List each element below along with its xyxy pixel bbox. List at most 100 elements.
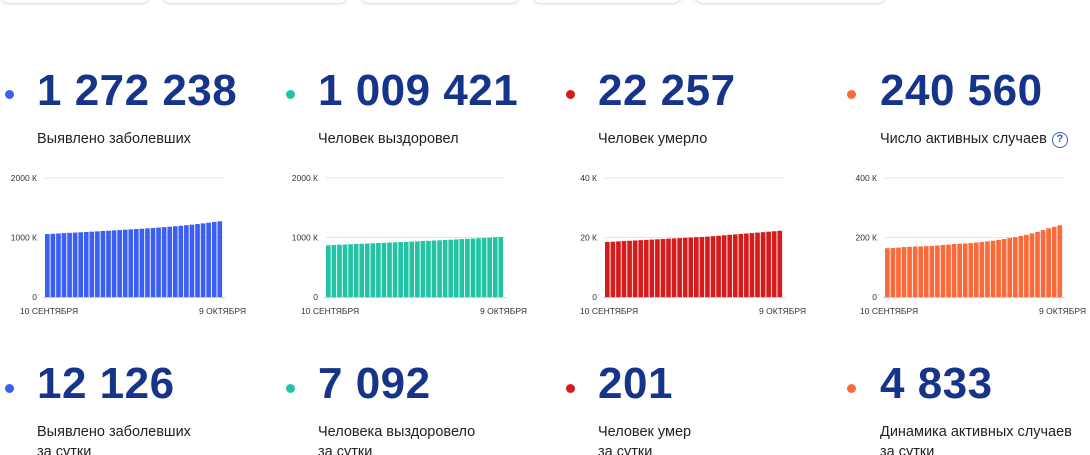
recovered-total-label: Человек выздоровел <box>318 131 459 147</box>
recovered-bar <box>498 236 504 297</box>
active-xtick-label-end: 9 ОКТЯБРЯ <box>1039 306 1086 316</box>
recovered-bar <box>442 240 448 297</box>
recovered-xtick-label-start: 10 СЕНТЯБРЯ <box>301 306 359 316</box>
active-bar <box>912 246 918 297</box>
confirmed-bar <box>206 222 211 297</box>
active-daily-value: 4 833 <box>880 359 993 408</box>
active-bar <box>1046 228 1051 297</box>
active-bar <box>923 246 929 297</box>
top-filter-tabs <box>0 0 1090 6</box>
deaths-bar <box>627 240 632 297</box>
recovered-bar <box>381 242 387 297</box>
recovered-daily-label: Человека выздоровело <box>318 424 476 440</box>
deaths-bar <box>694 237 699 297</box>
active-bar <box>1018 236 1024 297</box>
active-bar <box>1007 238 1013 297</box>
recovered-bar <box>415 241 420 297</box>
active-chart: 0 200 К 400 К 10 СЕНТЯБРЯ 9 ОКТЯБРЯ <box>856 173 1087 316</box>
active-bar <box>901 247 907 297</box>
top-tab-1[interactable] <box>0 0 150 4</box>
recovered-bar <box>420 241 426 297</box>
recovered-total-value: 1 009 421 <box>318 66 519 115</box>
top-tab-4[interactable] <box>532 0 682 4</box>
confirmed-chart: 0 1000 К 2000 К 10 СЕНТЯБРЯ 9 ОКТЯБРЯ <box>11 173 246 316</box>
deaths-bar <box>760 232 766 297</box>
deaths-xtick-label-end: 9 ОКТЯБРЯ <box>759 306 806 316</box>
recovered-bar <box>331 245 337 297</box>
deaths-bar <box>638 240 644 297</box>
active-total-label-row: Число активных случаев? <box>880 129 1068 149</box>
active-total-value: 240 560 <box>880 66 1043 115</box>
deaths-total-value: 22 257 <box>598 66 736 115</box>
deaths-bar <box>649 239 655 297</box>
recovered-bar <box>398 242 403 297</box>
deaths-bar <box>771 231 777 297</box>
deaths-bar <box>671 238 677 297</box>
recovered-bar <box>364 243 370 297</box>
confirmed-total-label: Выявлено заболевших <box>37 131 191 147</box>
confirmed-bar <box>217 221 223 297</box>
active-bar <box>940 244 946 297</box>
confirmed-bar <box>95 231 100 297</box>
active-bar <box>885 248 890 297</box>
active-bar <box>1057 225 1063 297</box>
active-bar <box>946 244 951 297</box>
active-bar <box>1001 238 1007 297</box>
recovered-bar <box>342 244 348 297</box>
deaths-total-label: Человек умерло <box>598 131 708 147</box>
deaths-ytick-label: 0 <box>592 292 597 302</box>
active-bar <box>990 240 996 297</box>
deaths-bar <box>755 232 760 297</box>
confirmed-bar <box>189 224 195 297</box>
confirmed-bar <box>106 230 111 297</box>
active-bar <box>1024 234 1029 297</box>
confirmed-bar <box>211 222 217 297</box>
active-daily-dot-icon <box>847 384 856 393</box>
recovered-bar <box>403 241 409 297</box>
recovered-bar <box>453 239 459 297</box>
confirmed-bar <box>184 225 189 297</box>
confirmed-bar <box>139 228 145 297</box>
confirmed-daily-label: Выявлено заболевших <box>37 424 191 440</box>
confirmed-bar <box>122 229 128 297</box>
top-tab-5[interactable] <box>694 0 886 4</box>
recovered-bar <box>392 242 398 297</box>
recovered-xtick-label-end: 9 ОКТЯБРЯ <box>480 306 527 316</box>
deaths-bar <box>616 241 621 297</box>
deaths-daily-label: Человек умер <box>598 424 692 440</box>
deaths-bar <box>705 236 710 297</box>
deaths-daily-value: 201 <box>598 359 673 408</box>
recovered-bar <box>326 245 331 297</box>
confirmed-bar <box>111 230 117 297</box>
recovered-ytick-label: 0 <box>313 292 318 302</box>
deaths-bar <box>727 234 733 297</box>
question-circle-icon[interactable]: ? <box>1051 132 1068 148</box>
active-bar <box>890 247 896 297</box>
deaths-bar <box>655 239 660 297</box>
confirmed-bar <box>100 231 106 297</box>
recovered-ytick-label: 2000 К <box>292 173 318 183</box>
confirmed-bar <box>89 231 95 297</box>
deaths-bar <box>621 241 627 297</box>
active-bar <box>974 242 979 297</box>
active-bar <box>896 247 901 297</box>
active-ytick-label: 200 К <box>856 233 878 243</box>
top-tab-3[interactable] <box>360 0 520 4</box>
active-bar <box>979 241 985 297</box>
confirmed-bar <box>161 227 167 297</box>
active-daily-label-line2: за сутки <box>880 444 935 455</box>
active-bar <box>996 239 1001 297</box>
active-bar <box>1029 233 1035 297</box>
active-dot-icon <box>847 90 856 99</box>
top-tab-2[interactable] <box>162 0 348 4</box>
recovered-bar <box>437 240 442 297</box>
confirmed-xtick-label-end: 9 ОКТЯБРЯ <box>199 306 246 316</box>
recovered-daily-label-line2: за сутки <box>318 444 373 455</box>
recovered-bar <box>431 240 437 297</box>
active-ytick-label: 0 <box>872 292 877 302</box>
deaths-bar <box>682 237 688 297</box>
confirmed-bar <box>67 232 72 297</box>
deaths-bar <box>677 238 682 297</box>
confirmed-bar <box>117 230 122 297</box>
active-bar <box>918 246 924 297</box>
